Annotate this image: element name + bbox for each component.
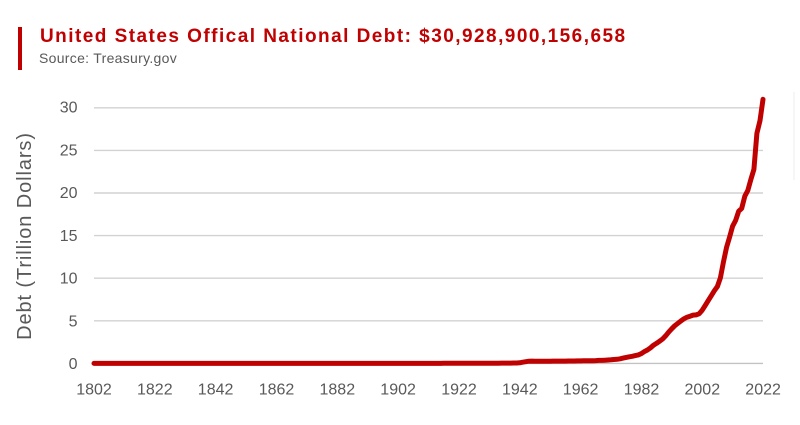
svg-text:1982: 1982 <box>624 381 660 398</box>
svg-text:15: 15 <box>60 228 78 245</box>
svg-text:1842: 1842 <box>198 381 234 398</box>
svg-text:Debt (Trillion Dollars): Debt (Trillion Dollars) <box>14 132 36 340</box>
svg-text:10: 10 <box>60 271 78 288</box>
svg-text:1922: 1922 <box>441 381 477 398</box>
svg-text:1822: 1822 <box>137 381 173 398</box>
svg-text:Source: Treasury.gov: Source: Treasury.gov <box>39 50 177 66</box>
svg-text:25: 25 <box>60 142 78 159</box>
svg-text:20: 20 <box>60 185 78 202</box>
svg-text:United States Offical National: United States Offical National Debt: $30… <box>40 26 627 47</box>
svg-text:1882: 1882 <box>320 381 356 398</box>
svg-text:30: 30 <box>60 100 78 117</box>
svg-text:1902: 1902 <box>380 381 416 398</box>
svg-text:1962: 1962 <box>563 381 599 398</box>
svg-text:0: 0 <box>69 356 78 373</box>
svg-text:2002: 2002 <box>685 381 721 398</box>
svg-text:5: 5 <box>69 313 78 330</box>
svg-text:2022: 2022 <box>745 381 781 398</box>
svg-text:1802: 1802 <box>76 381 112 398</box>
svg-text:1862: 1862 <box>259 381 295 398</box>
svg-text:1942: 1942 <box>502 381 538 398</box>
